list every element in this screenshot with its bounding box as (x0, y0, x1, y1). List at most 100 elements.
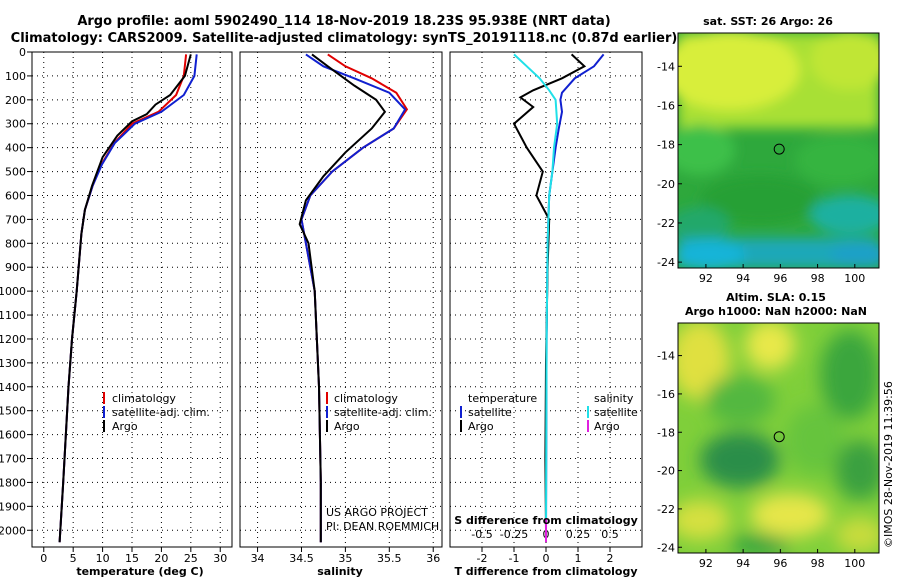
sst-map-xtick-label: 92 (699, 272, 713, 285)
sla-map-ytick-label: -24 (657, 541, 675, 554)
depth-ytick-label: 1400 (0, 381, 26, 394)
depth-ytick-label: 1300 (0, 357, 26, 370)
sst-map-ytick-label: -16 (657, 99, 675, 112)
salinity-annotation-pi: PI: DEAN ROEMMICH (326, 520, 439, 533)
temperature-xtick-label: 25 (184, 552, 198, 565)
temperature-legend-satellite: satellite-adj. clim. (112, 406, 210, 419)
salinity-legend: climatology satellite-adj. clim. Argo (326, 392, 432, 433)
difference-xlabel-t: T difference from climatology (454, 565, 637, 578)
difference-xtick-label: 1 (575, 552, 582, 565)
difference-legend-title-temperature: temperature (468, 392, 537, 405)
sla-map-xtick-label: 94 (736, 557, 750, 570)
difference-xlabel-s: S difference from climatology (454, 514, 638, 527)
sst-map-xtick-label: 100 (844, 272, 865, 285)
salinity-xtick-label: 35.5 (377, 552, 402, 565)
sla-map-ytick-label: -14 (657, 350, 675, 363)
difference-series-s-satellite (513, 53, 559, 531)
temperature-xtick-label: 20 (154, 552, 168, 565)
salinity-legend-satellite: satellite-adj. clim. (334, 406, 432, 419)
sla-map-xtick-label: 100 (844, 557, 865, 570)
salinity-xlabel: salinity (317, 565, 363, 578)
salinity-panel: 34 34.5 35 35.5 36 salinity climatology sate… (239, 51, 443, 578)
depth-ytick-label: 1100 (0, 309, 26, 322)
difference-s-xtick-label: 0.5 (601, 528, 619, 541)
sst-map-frame (677, 32, 880, 269)
depth-ytick-label: 1600 (0, 429, 26, 442)
temperature-xtick-label: 15 (125, 552, 139, 565)
sla-map-xtick-label: 98 (811, 557, 825, 570)
sla-map-ytick-label: -20 (657, 465, 675, 478)
temperature-series-argo (58, 54, 192, 543)
temperature-panel: 0100200300400500600700800900100011001200… (0, 46, 233, 578)
sla-map-float-marker (773, 431, 785, 443)
difference-panel: -2 -1 0 1 2-0.5 -0.25 0 0.25 0.5 T difference fr… (449, 51, 643, 578)
temperature-series-climatology (58, 54, 188, 543)
sst-map-field (678, 33, 879, 268)
sst-map-ytick-label: -24 (657, 256, 675, 269)
difference-series-t-satellite (545, 53, 605, 531)
depth-ytick-label: 400 (5, 142, 26, 155)
sst-map-float-marker (773, 143, 785, 155)
footer-credit: ©IMOS 28-Nov-2019 11:39:56 (882, 381, 895, 548)
depth-ytick-label: 100 (5, 70, 26, 83)
depth-ytick-label: 600 (5, 189, 26, 202)
temperature-legend-argo: Argo (112, 420, 138, 433)
salinity-series-climatology (300, 53, 409, 543)
sst-map-xtick-label: 98 (811, 272, 825, 285)
temperature-legend-climatology: climatology (112, 392, 176, 405)
sla-map-frame (677, 322, 880, 554)
salinity-xtick-label: 34 (251, 552, 265, 565)
sla-map-title: Altim. SLA: 0.15 (726, 291, 826, 304)
sst-map-title: sat. SST: 26 Argo: 26 (703, 15, 833, 28)
sla-map-panel: Altim. SLA: 0.15 Argo h1000: NaN h2000: … (657, 291, 880, 570)
salinity-series-argo (298, 53, 387, 543)
salinity-legend-climatology: climatology (334, 392, 398, 405)
temperature-xlabel: temperature (deg C) (76, 565, 203, 578)
sla-map-subtitle: Argo h1000: NaN h2000: NaN (685, 305, 867, 318)
difference-xtick-label: -1 (509, 552, 520, 565)
sst-map-ytick-label: -22 (657, 217, 675, 230)
salinity-axes-frame (239, 51, 443, 548)
sla-map-xtick-label: 92 (699, 557, 713, 570)
depth-ytick-label: 800 (5, 237, 26, 250)
difference-legend-s-satellite: satellite (594, 406, 638, 419)
difference-series-t-argo (512, 53, 587, 531)
difference-s-xtick-label: -0.5 (471, 528, 492, 541)
sst-map-panel: sat. SST: 26 Argo: 26 92 94 96 98 100 -14 -16 -… (657, 15, 880, 285)
depth-ytick-label: 200 (5, 94, 26, 107)
depth-ytick-label: 0 (19, 46, 26, 59)
difference-legend-t-argo: Argo (468, 420, 494, 433)
difference-legend-t-satellite: satellite (468, 406, 512, 419)
depth-ytick-label: 1700 (0, 453, 26, 466)
depth-ytick-label: 1800 (0, 476, 26, 489)
salinity-xtick-label: 35 (338, 552, 352, 565)
depth-ytick-label: 500 (5, 166, 26, 179)
temperature-xtick-label: 10 (96, 552, 110, 565)
salinity-annotation-project: US ARGO PROJECT (326, 506, 428, 519)
sla-map-xtick-label: 96 (773, 557, 787, 570)
temperature-xtick-label: 0 (40, 552, 47, 565)
depth-ytick-label: 300 (5, 118, 26, 131)
difference-legend-s-argo: Argo (594, 420, 620, 433)
figure-title-line1: Argo profile: aoml 5902490_114 18-Nov-20… (77, 14, 610, 29)
depth-ytick-label: 900 (5, 261, 26, 274)
depth-ytick-label: 1000 (0, 285, 26, 298)
depth-ytick-label: 1900 (0, 500, 26, 513)
sla-map-ytick-label: -16 (657, 388, 675, 401)
sst-map-xtick-label: 96 (773, 272, 787, 285)
depth-ytick-label: 1200 (0, 333, 26, 346)
sst-map-ytick-label: -18 (657, 139, 675, 152)
difference-s-xtick-label: -0.25 (500, 528, 528, 541)
depth-ytick-label: 1500 (0, 405, 26, 418)
difference-xtick-label: 0 (543, 552, 550, 565)
difference-legend: temperature satellite Argo salinity sate… (460, 392, 638, 433)
salinity-xtick-label: 36 (426, 552, 440, 565)
sla-map-ytick-label: -18 (657, 426, 675, 439)
temperature-xtick-label: 5 (70, 552, 77, 565)
temperature-xtick-label: 30 (213, 552, 227, 565)
difference-s-xtick-label: 0.25 (566, 528, 591, 541)
sla-map-ytick-label: -22 (657, 503, 675, 516)
sst-map-ytick-label: -20 (657, 178, 675, 191)
difference-xtick-label: -2 (477, 552, 488, 565)
